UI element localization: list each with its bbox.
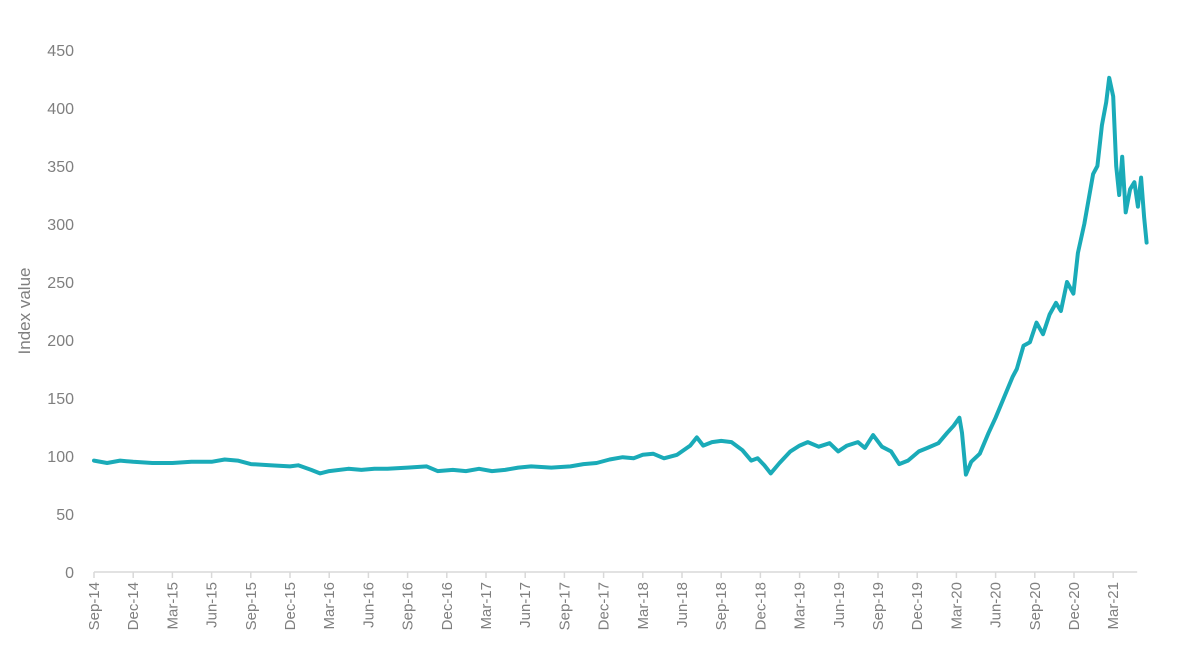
x-tick-label: Sep-15 [243, 582, 260, 630]
series [94, 78, 1147, 475]
x-tick-label: Sep-17 [556, 582, 573, 630]
y-tick-label: 100 [47, 449, 74, 466]
y-axis-label: Index value [15, 268, 34, 355]
x-tick-label: Dec-15 [282, 582, 299, 630]
x-tick-label: Mar-19 [792, 582, 809, 630]
x-tick-label: Jun-20 [988, 582, 1005, 628]
y-tick-label: 200 [47, 333, 74, 350]
y-axis: 0 50 100 150 200 250 300 350 400 450 [47, 43, 74, 582]
x-tick-label: Dec-16 [439, 582, 456, 630]
x-tick-label: Sep-16 [400, 582, 417, 630]
y-tick-label: 400 [47, 101, 74, 118]
x-tick-label: Sep-20 [1027, 582, 1044, 630]
x-tick-label: Sep-18 [713, 582, 730, 630]
x-tick-label: Mar-21 [1105, 582, 1122, 630]
y-tick-label: 50 [56, 507, 74, 524]
x-tick-label: Jun-15 [204, 582, 221, 628]
x-axis: Sep-14 Dec-14 Mar-15 Jun-15 Sep-15 Dec-15 Mar-… [86, 572, 1137, 630]
x-tick-label: Mar-20 [948, 582, 965, 630]
y-tick-label: 350 [47, 159, 74, 176]
x-tick-label: Jun-16 [360, 582, 377, 628]
x-tick-label: Mar-17 [478, 582, 495, 630]
x-tick-label: Dec-17 [596, 582, 613, 630]
y-tick-label: 150 [47, 391, 74, 408]
x-tick-label: Mar-15 [164, 582, 181, 630]
x-tick-label: Dec-19 [909, 582, 926, 630]
y-tick-label: 300 [47, 217, 74, 234]
x-tick-label: Dec-20 [1066, 582, 1083, 630]
y-tick-label: 450 [47, 43, 74, 60]
series-line [94, 78, 1147, 475]
x-tick-label: Jun-19 [831, 582, 848, 628]
x-tick-label: Dec-14 [125, 582, 142, 630]
x-tick-label: Dec-18 [752, 582, 769, 630]
x-tick-label: Jun-17 [517, 582, 534, 628]
x-tick-label: Sep-14 [86, 582, 103, 630]
y-tick-label: 250 [47, 275, 74, 292]
x-tick-label: Mar-18 [635, 582, 652, 630]
x-tick-label: Jun-18 [674, 582, 691, 628]
x-tick-label: Mar-16 [321, 582, 338, 630]
y-tick-label: 0 [65, 565, 74, 582]
x-tick-label: Sep-19 [870, 582, 887, 630]
